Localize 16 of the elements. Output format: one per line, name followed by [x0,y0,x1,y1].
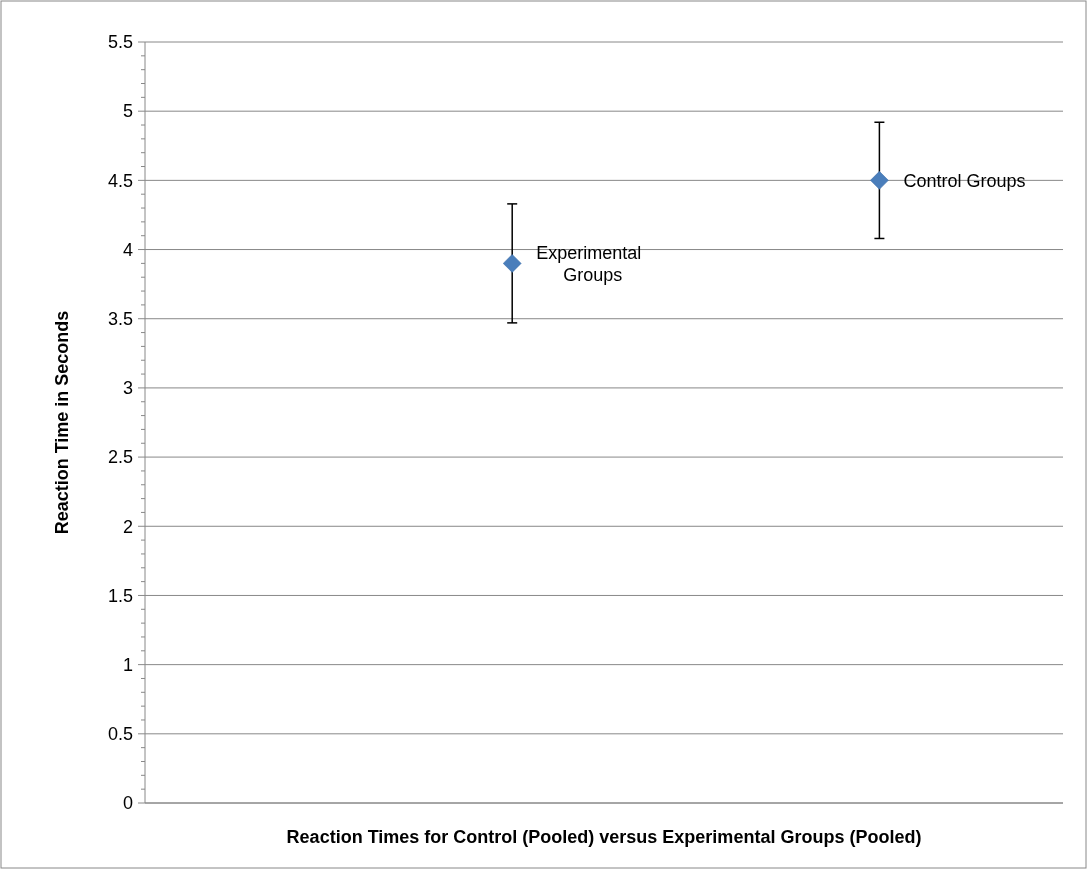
y-tick-label: 2 [122,516,133,537]
y-tick-label: 0 [122,793,133,814]
y-axis-title: Reaction Time in Seconds [52,310,72,535]
y-tick-label: 5 [122,101,133,122]
y-tick-label: 4.5 [107,170,133,191]
x-axis-title: Reaction Times for Control (Pooled) versus Experimental Groups (Pooled) [286,827,922,847]
y-tick-label: 5.5 [107,32,133,53]
y-tick-label: 3.5 [107,309,133,330]
y-tick-label: 0.5 [107,724,133,745]
y-tick-label: 1 [122,654,133,675]
y-tick-label: 3 [122,378,133,399]
y-tick-label: 4 [122,239,133,260]
annotation: Control Groups [903,170,1026,191]
y-tick-label: 2.5 [107,447,133,468]
annotation: Experimental Groups [536,242,642,285]
y-tick-label: 1.5 [107,585,133,606]
